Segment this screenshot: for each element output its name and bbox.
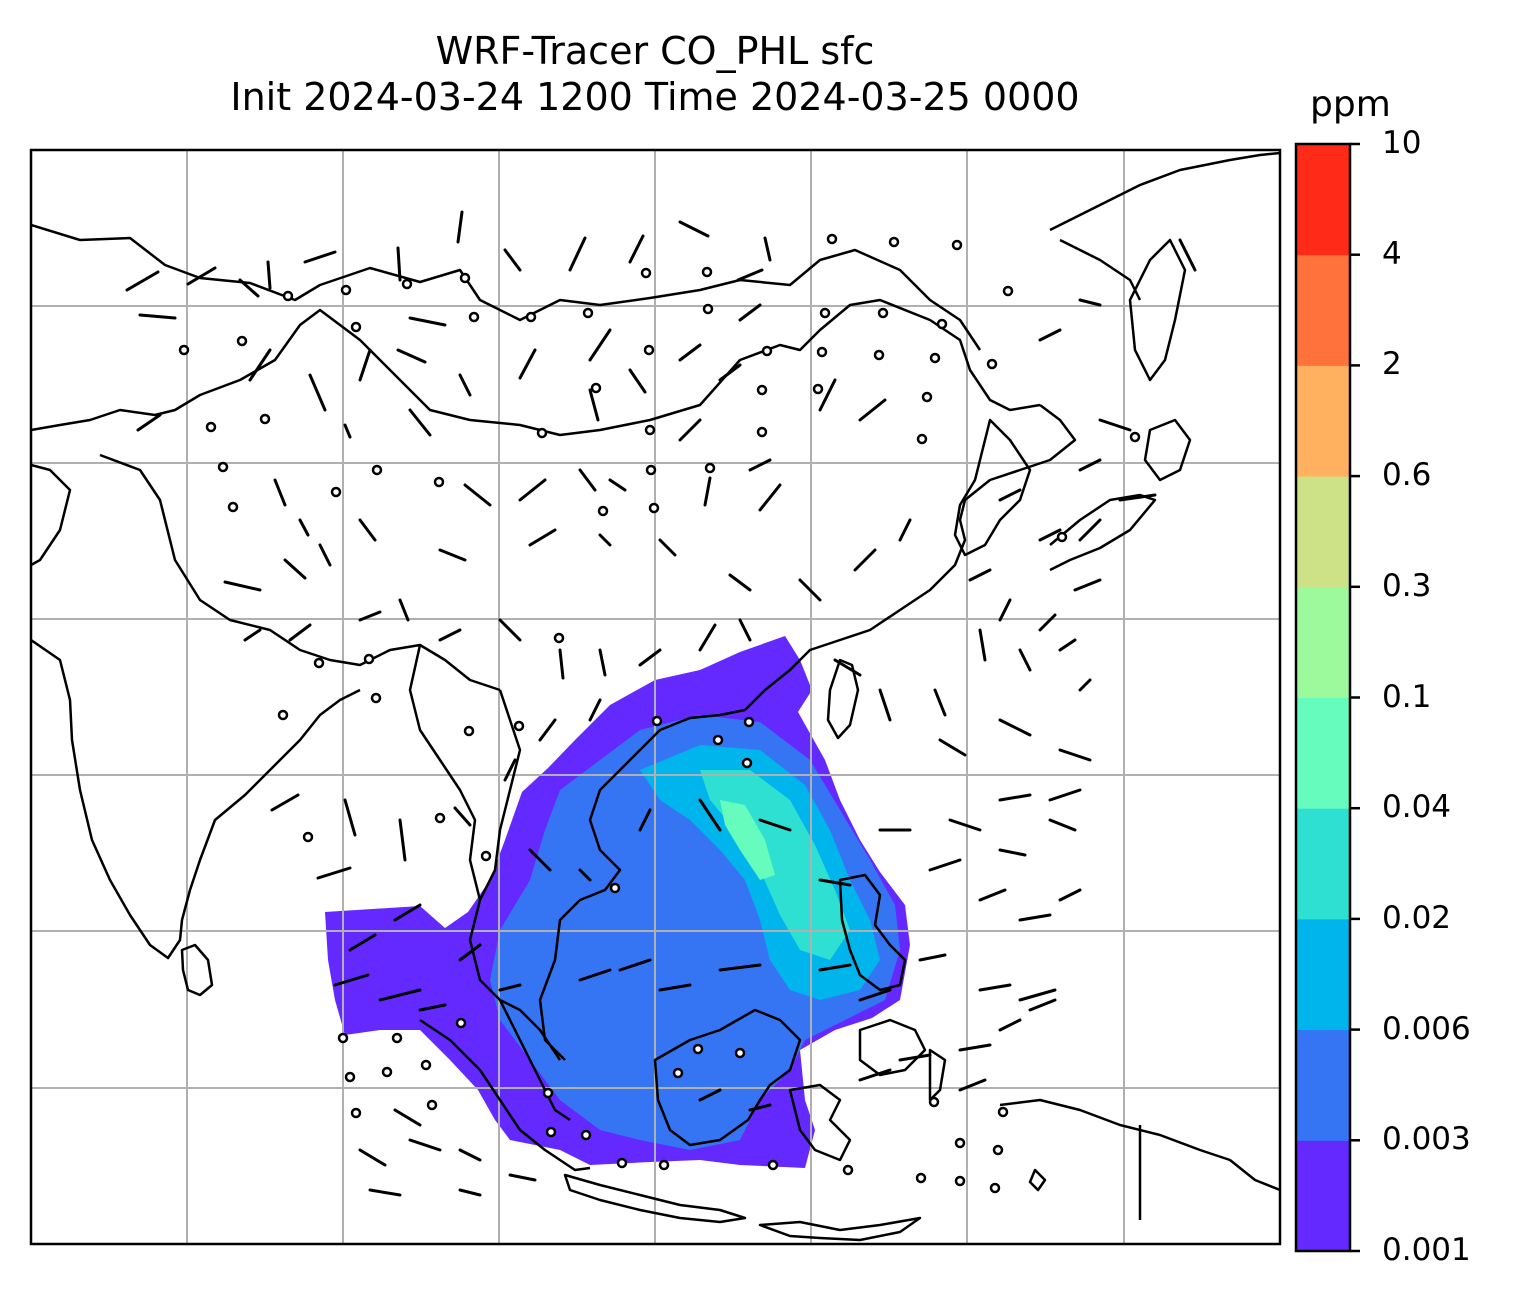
borneo <box>653 1008 802 1147</box>
colorbar-tick-label: 0.3 <box>1382 567 1432 604</box>
colorbar-unit-label: ppm <box>1310 84 1391 125</box>
colorbar-segment <box>1296 586 1350 698</box>
himalaya-border <box>99 453 501 692</box>
colorbar-segment <box>1296 808 1350 920</box>
sulawesi <box>788 1083 852 1162</box>
colorbar-segment <box>1296 254 1350 366</box>
russia-china-border <box>31 298 1041 437</box>
colorbar-tick-label: 0.04 <box>1382 789 1452 826</box>
colorbar-tick-label: 0.6 <box>1382 457 1432 494</box>
myanmar-coast <box>408 644 482 901</box>
mongolia-border <box>31 223 982 351</box>
lesser-sunda <box>758 1216 922 1242</box>
mindanao <box>858 1018 927 1077</box>
colorbar-tick-label: 0.003 <box>1382 1121 1471 1158</box>
india-coast <box>31 463 361 960</box>
calm-wind-markers <box>178 233 1141 1194</box>
colorbar-segment <box>1296 1140 1350 1252</box>
colorbar-segment <box>1296 697 1350 809</box>
colorbar-tick-label: 10 <box>1382 125 1422 161</box>
sumatra <box>419 1018 591 1172</box>
japan <box>1049 238 1192 572</box>
sri-lanka <box>180 943 214 997</box>
colorbar-tick-label: 0.001 <box>1382 1232 1471 1268</box>
chart-title-line-1: WRF-Tracer CO_PHL sfc <box>435 29 875 73</box>
colorbar-tick-label: 4 <box>1382 235 1402 272</box>
chart-title-line-2: Init 2024-03-24 1200 Time 2024-03-25 000… <box>230 75 1080 119</box>
colorbar-tick-label: 0.02 <box>1382 899 1452 936</box>
luzon <box>838 873 907 992</box>
java <box>563 1173 747 1224</box>
colorbar <box>1294 142 1360 1253</box>
tracer-level-4 <box>720 800 775 880</box>
halmahera <box>928 1048 1047 1192</box>
map-frame <box>29 148 1282 1246</box>
colorbar-segment <box>1296 1029 1350 1141</box>
korea <box>953 418 1032 557</box>
colorbar-tick-label: 2 <box>1382 346 1402 383</box>
colorbar-segment <box>1296 476 1350 588</box>
gridlines <box>31 150 1280 1244</box>
wind-barbs <box>125 210 1197 1197</box>
colorbar-tick-label: 0.006 <box>1382 1010 1471 1047</box>
colorbar-segment <box>1296 144 1350 256</box>
colorbar-segment <box>1296 365 1350 477</box>
colorbar-tick-label: 0.1 <box>1382 678 1432 715</box>
map-area <box>31 150 1280 1244</box>
china-east-coast <box>744 404 1077 711</box>
malay-peninsula <box>498 999 571 1122</box>
colorbar-segment <box>1296 918 1350 1031</box>
new-guinea <box>999 1098 1280 1220</box>
russia-far-east <box>1049 151 1280 301</box>
